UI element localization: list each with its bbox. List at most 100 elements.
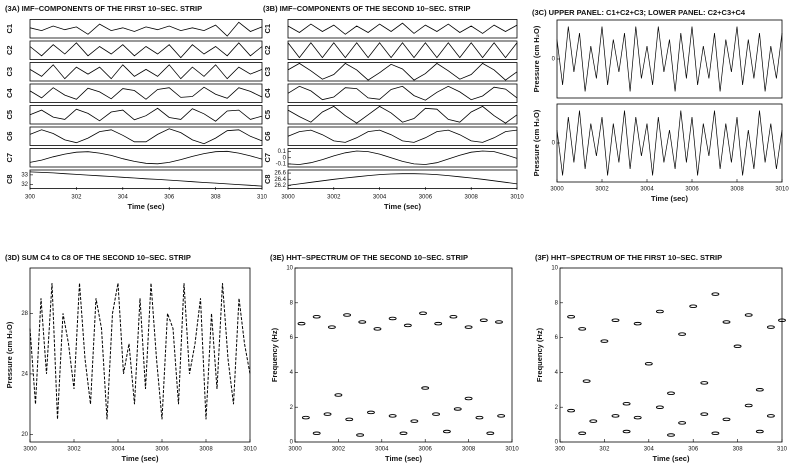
x-axis-label: Time (sec)	[651, 194, 688, 203]
y-axis-label: C1	[5, 24, 14, 34]
spectrum-point	[633, 321, 642, 326]
spectrum-point	[327, 325, 336, 329]
spectrum-point	[567, 408, 576, 413]
data-line	[556, 26, 783, 92]
spectrum-point	[582, 379, 591, 383]
y-axis-label: C8	[5, 174, 14, 184]
y-axis-label: C3	[263, 67, 272, 77]
plot-frame	[29, 148, 263, 168]
y-axis-label: C8	[263, 174, 272, 184]
plot-frame	[29, 169, 263, 189]
y-axis-label: C6	[263, 131, 272, 141]
spectrum-point	[312, 314, 321, 319]
x-tick-label: 304	[644, 447, 655, 453]
data-line	[287, 173, 518, 186]
plot-frame	[556, 103, 783, 183]
y-axis-label: C5	[263, 110, 272, 120]
data-line	[287, 22, 518, 35]
spectrum-point	[766, 325, 775, 329]
spectrum-point	[755, 388, 764, 392]
spectrum-point	[475, 415, 484, 420]
spectrum-point	[667, 433, 675, 437]
x-tick-label: 3002	[67, 447, 81, 453]
y-tick-label: 4	[290, 370, 294, 376]
y-tick-label: 2	[555, 405, 559, 411]
x-tick-label: 304	[118, 195, 129, 201]
y-axis-label: C5	[5, 110, 14, 120]
y-tick-label: 26.6	[274, 171, 286, 177]
y-tick-label: 26.4	[274, 177, 286, 183]
plot-frame	[294, 267, 513, 443]
chart-title: (3D) SUM C4 to C8 OF THE SECOND 10–SEC. …	[5, 253, 191, 262]
spectrum-point	[434, 321, 443, 326]
plot-frame	[29, 83, 263, 103]
spectrum-point	[403, 323, 412, 328]
y-tick-label: 0	[283, 155, 287, 161]
data-line	[29, 42, 263, 59]
spectrum-point	[589, 419, 598, 423]
spectrum-point	[600, 339, 609, 343]
x-tick-label: 310	[777, 447, 788, 453]
x-axis-label: Time (sec)	[385, 454, 422, 463]
spectrum-point	[622, 429, 631, 434]
y-tick-label: 0	[290, 440, 294, 446]
data-line	[287, 62, 518, 81]
spectrum-point	[388, 316, 397, 321]
spectrum-point	[486, 431, 495, 436]
y-tick-label: 8	[290, 300, 294, 306]
x-tick-label: 3006	[155, 447, 169, 453]
y-axis-label: C6	[5, 131, 14, 141]
y-tick-label: 10	[286, 266, 293, 272]
spectrum-point	[334, 393, 343, 397]
x-tick-label: 3000	[23, 447, 37, 453]
data-line	[29, 21, 263, 37]
spectrum-point	[464, 396, 473, 401]
spectrum-point	[567, 314, 576, 319]
plot-frame	[287, 62, 518, 82]
data-line	[29, 150, 263, 165]
y-tick-label: 8	[555, 300, 559, 306]
spectrum-point	[432, 412, 440, 416]
x-tick-label: 3006	[685, 187, 699, 193]
data-line	[29, 86, 263, 100]
spectrum-point	[622, 401, 631, 406]
data-line	[29, 107, 263, 122]
plot-frame	[29, 126, 263, 146]
spectrum-point	[453, 407, 462, 411]
x-tick-label: 3000	[281, 195, 295, 201]
spectrum-point	[495, 320, 503, 324]
spectrum-point	[744, 403, 753, 408]
spectrum-point	[312, 431, 321, 436]
spectrum-point	[700, 412, 709, 416]
spectrum-point	[578, 327, 587, 331]
spectrum-point	[700, 381, 709, 385]
spectrum-point	[722, 417, 731, 422]
chart-title: (3E) HHT–SPECTRUM OF THE SECOND 10–SEC. …	[270, 253, 468, 262]
x-tick-label: 3010	[505, 447, 519, 453]
x-tick-label: 302	[599, 447, 610, 453]
y-axis-label: Pressure (cm H₂O)	[532, 25, 541, 92]
spectrum-point	[744, 313, 753, 317]
x-tick-label: 3010	[510, 195, 524, 201]
y-axis-label: C7	[5, 153, 14, 163]
spectrum-point	[655, 405, 664, 409]
x-tick-label: 308	[733, 447, 744, 453]
spectrum-point	[343, 313, 352, 317]
plot-frame	[287, 40, 518, 60]
data-line	[29, 283, 251, 420]
x-tick-label: 3002	[332, 447, 346, 453]
spectrum-point	[633, 415, 642, 420]
y-axis-label: C7	[263, 153, 272, 163]
plot-frame	[556, 19, 783, 99]
y-axis-label: C3	[5, 67, 14, 77]
spectrum-point	[611, 318, 620, 322]
spectrum-point	[449, 314, 458, 319]
x-tick-label: 3000	[550, 187, 564, 193]
y-tick-label: 33	[21, 172, 28, 178]
chart-title: (3F) HHT–SPECTRUM OF THE FIRST 10–SEC. S…	[535, 253, 722, 262]
spectrum-point	[388, 414, 397, 418]
plot-frame	[559, 267, 783, 443]
y-tick-label: -0.1	[276, 161, 287, 167]
spectrum-point	[356, 433, 365, 437]
spectrum-point	[464, 325, 473, 329]
